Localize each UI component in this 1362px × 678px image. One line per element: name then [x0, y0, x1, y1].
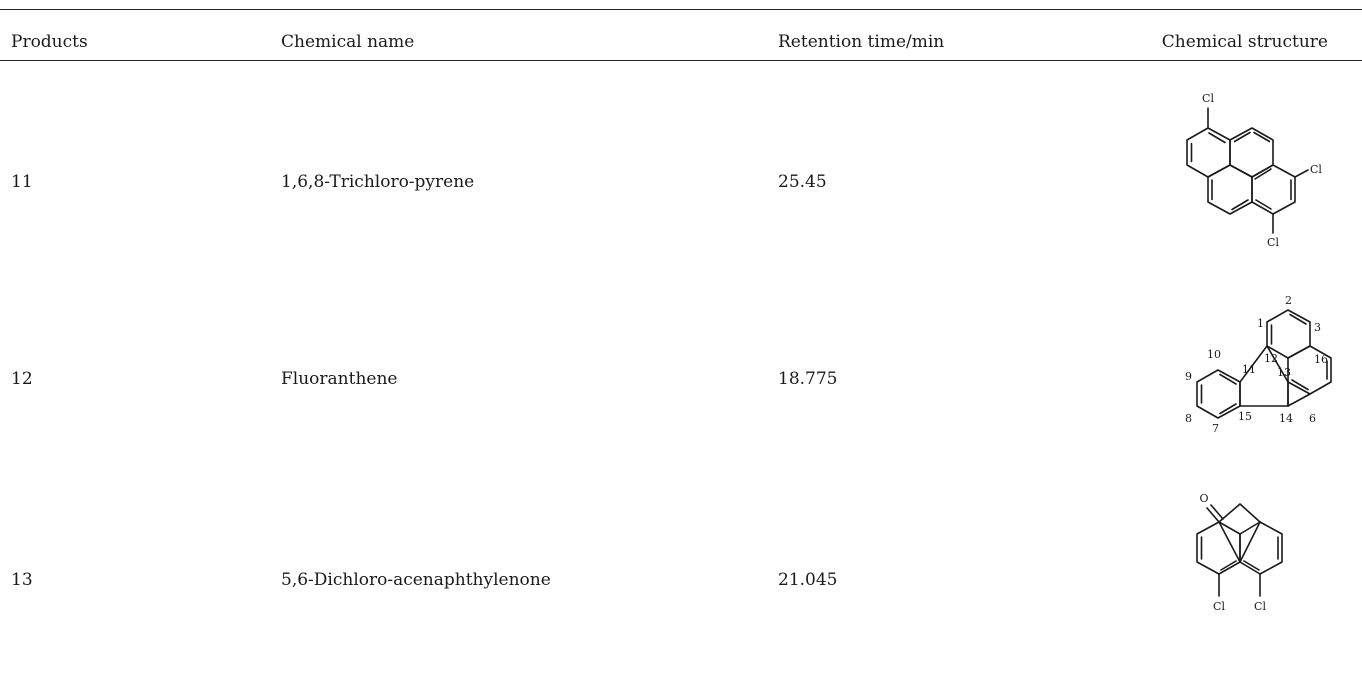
- table-top-rule: [0, 9, 1362, 10]
- oxygen-label: O: [1199, 492, 1208, 505]
- header-chemical-name: Chemical name: [281, 32, 415, 52]
- row-11-product: 11: [11, 172, 33, 192]
- atom-number-1: 1: [1257, 317, 1264, 330]
- header-retention-time: Retention time/min: [778, 32, 945, 52]
- row-12-retention-time: 18.775: [778, 369, 838, 389]
- cl-right-label: Cl: [1254, 600, 1266, 613]
- header-chemical-structure: Chemical structure: [1161, 32, 1328, 52]
- row-13-structure-dichloroacenaphthylenone: O Cl Cl: [1140, 464, 1340, 674]
- trichloropyrene-structure-drawing: Cl Cl Cl: [1186, 92, 1322, 249]
- row-11-retention-time: 25.45: [778, 172, 827, 192]
- table-header-rule: [0, 60, 1362, 61]
- atom-number-8: 8: [1185, 412, 1192, 425]
- fluoranthene-structure-drawing: 1 2 3 6 7 8 9 10 11 12 13 14 15 16: [1185, 294, 1332, 435]
- atom-number-15: 15: [1238, 410, 1252, 423]
- row-12-product: 12: [11, 369, 33, 389]
- cl-left-label: Cl: [1213, 600, 1225, 613]
- cl-bottom-label: Cl: [1267, 236, 1279, 249]
- atom-number-2: 2: [1285, 294, 1292, 307]
- atom-number-12: 12: [1264, 352, 1278, 365]
- header-products: Products: [11, 32, 88, 52]
- atom-number-13: 13: [1277, 366, 1291, 379]
- row-13-product: 13: [11, 570, 33, 590]
- atom-number-7: 7: [1212, 422, 1219, 435]
- dichloroacenaphthylenone-structure-drawing: O Cl Cl: [1196, 492, 1283, 613]
- row-12-chemical-name: Fluoranthene: [281, 369, 398, 389]
- row-12-structure-fluoranthene: 1 2 3 6 7 8 9 10 11 12 13 14 15 16: [1140, 288, 1340, 473]
- atom-number-9: 9: [1185, 370, 1192, 383]
- row-11-chemical-name: 1,6,8-Trichloro-pyrene: [281, 172, 475, 192]
- atom-number-3: 3: [1314, 321, 1321, 334]
- atom-number-11: 11: [1242, 363, 1256, 376]
- atom-number-16: 16: [1314, 353, 1328, 366]
- atom-number-14: 14: [1279, 412, 1293, 425]
- atom-number-10: 10: [1207, 348, 1221, 361]
- row-11-structure-trichloropyrene: Cl Cl Cl: [1140, 70, 1340, 280]
- cl-top-label: Cl: [1202, 92, 1214, 105]
- row-13-retention-time: 21.045: [778, 570, 838, 590]
- cl-right-label: Cl: [1310, 163, 1322, 176]
- atom-number-6: 6: [1309, 412, 1316, 425]
- row-13-chemical-name: 5,6-Dichloro-acenaphthylenone: [281, 570, 551, 590]
